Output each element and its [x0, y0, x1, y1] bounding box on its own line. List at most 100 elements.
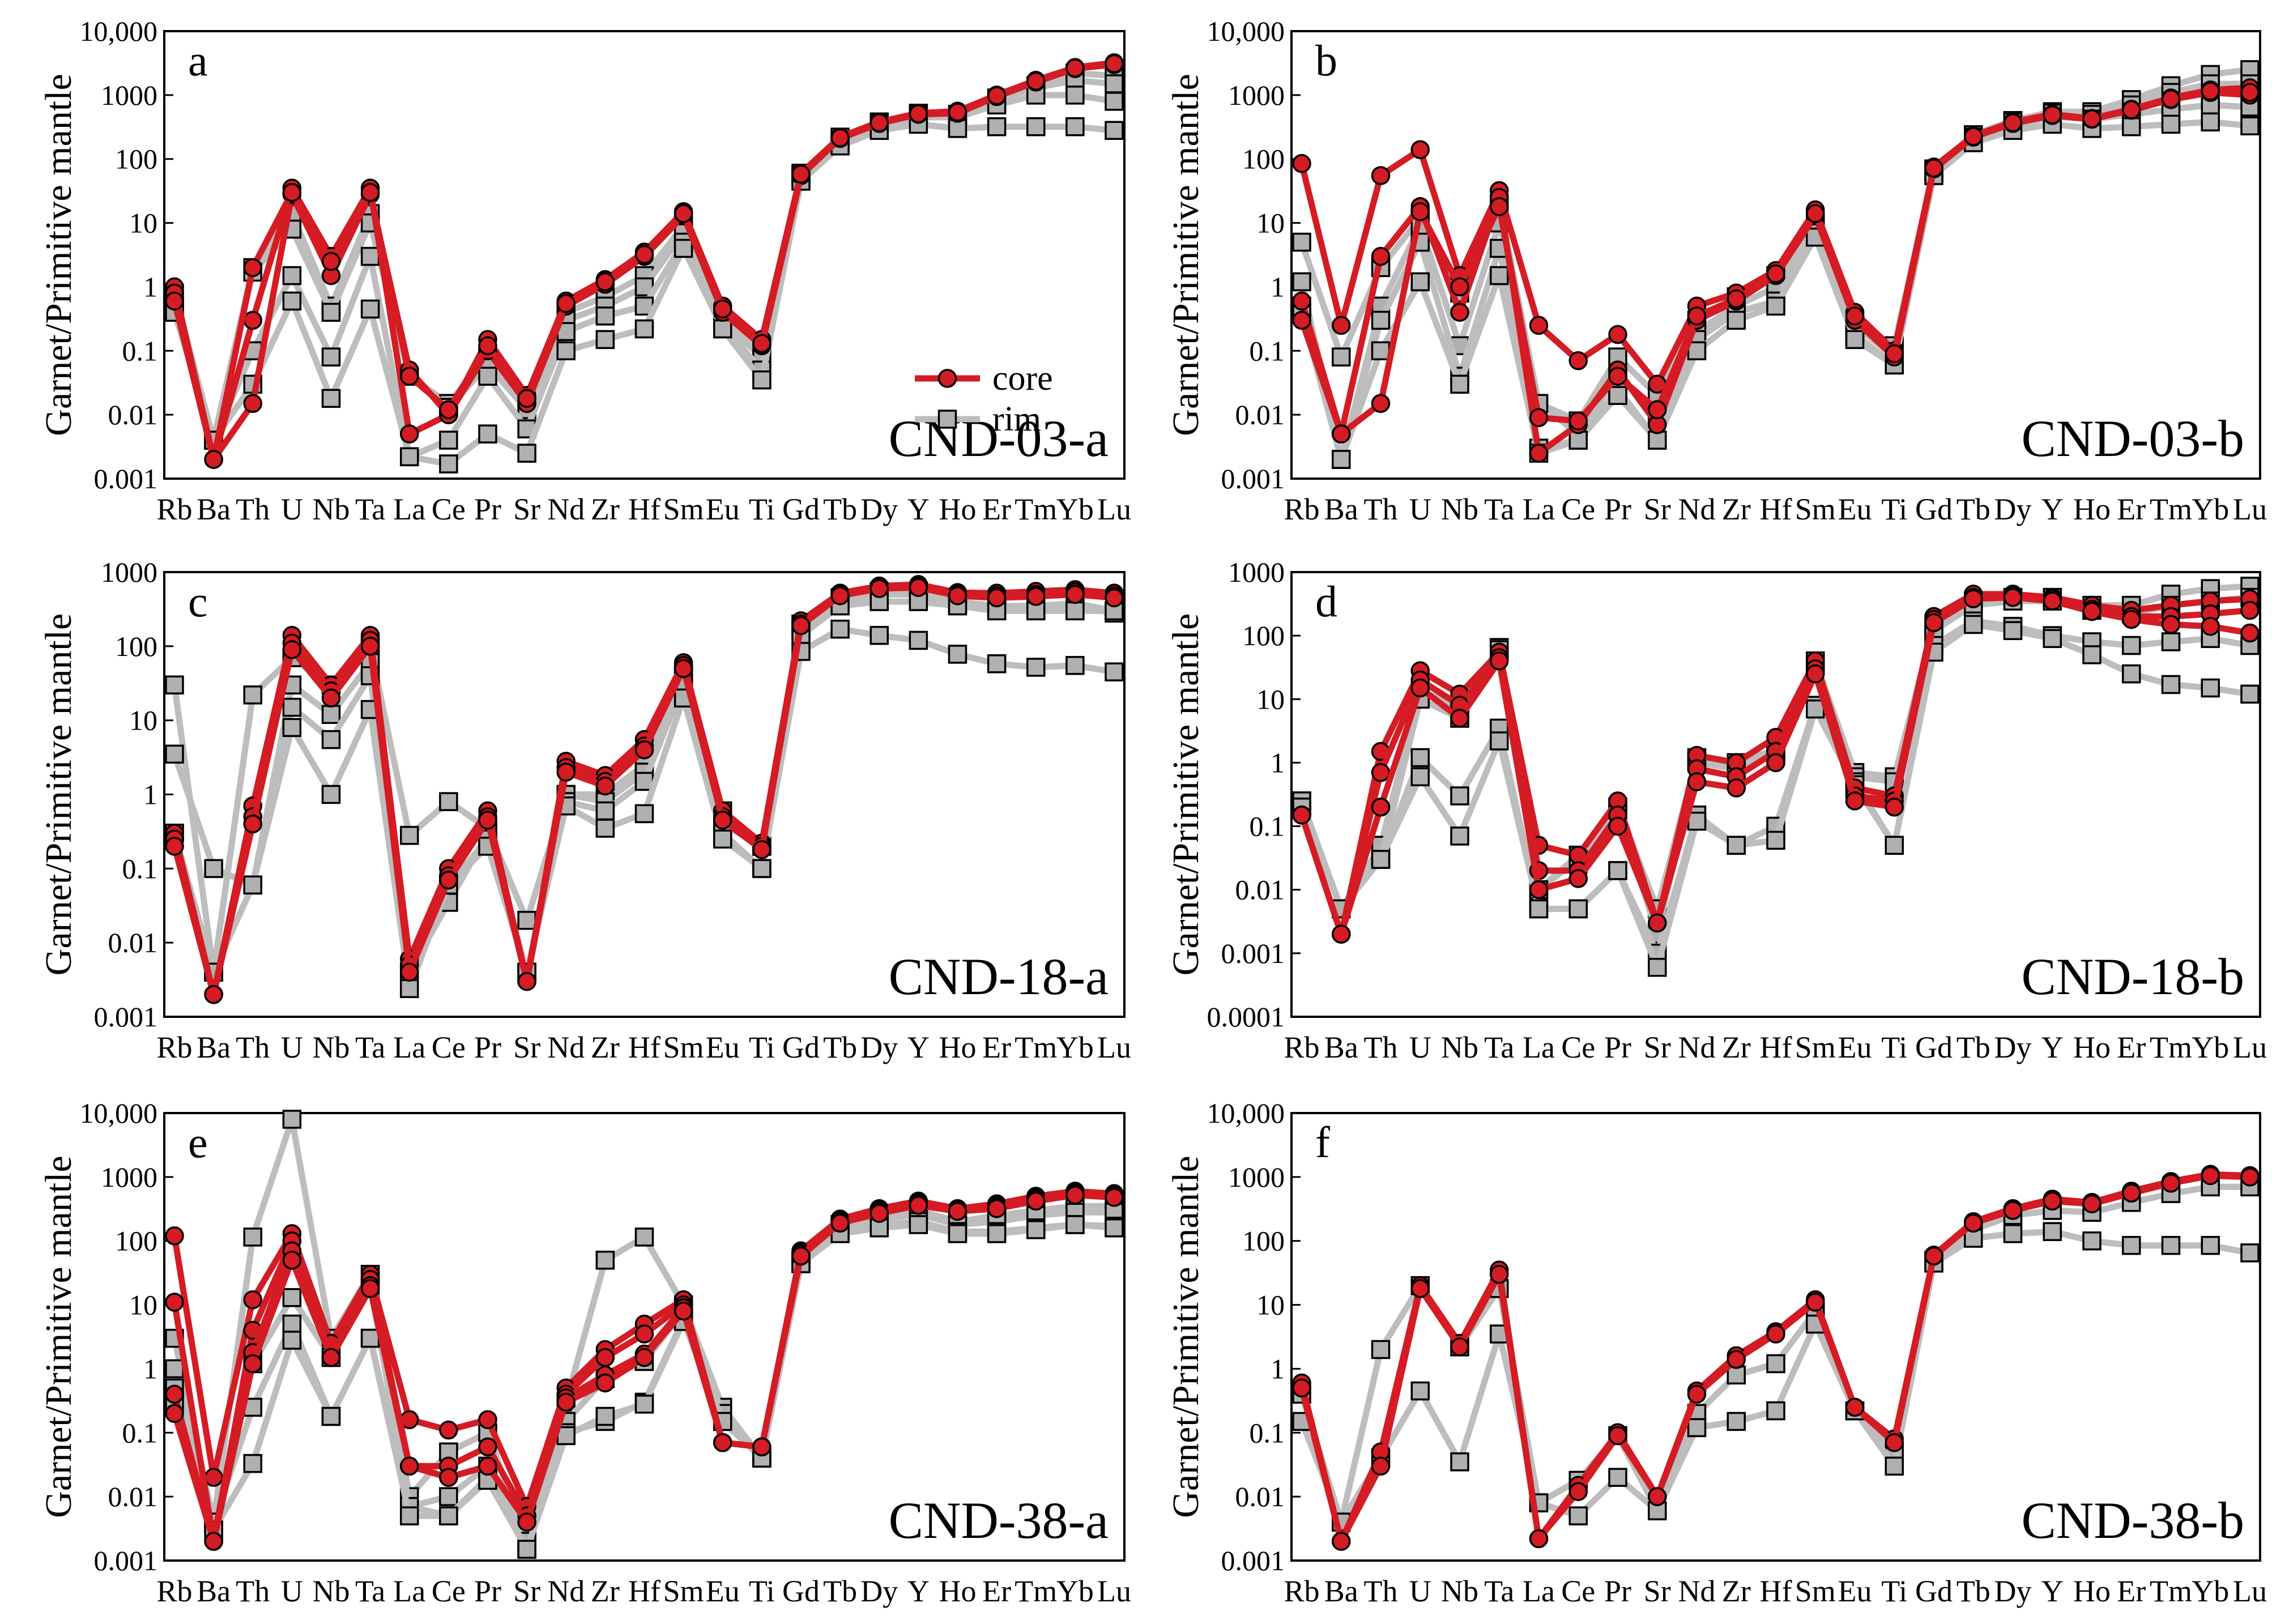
x-tick-label: Nb	[313, 492, 350, 526]
rim-point	[1885, 1456, 1904, 1476]
x-tick-label: Zr	[1722, 1030, 1751, 1064]
y-tick-label: 1	[143, 271, 157, 302]
core-point	[791, 616, 811, 636]
x-tick-label: Er	[982, 1574, 1011, 1608]
x-tick-label: Ho	[939, 1574, 977, 1608]
rim-point	[987, 1224, 1007, 1243]
x-tick-label: Pr	[1604, 1574, 1631, 1608]
x-tick-label: Tb	[1956, 1030, 1990, 1064]
rim-point	[282, 291, 302, 311]
rim-point	[1065, 1215, 1085, 1234]
core-point	[1371, 763, 1391, 782]
y-axis-label: Garnet/Primitive mantle	[1165, 613, 1207, 976]
core-point	[2201, 617, 2220, 636]
rim-point	[1727, 1412, 1746, 1431]
core-point	[400, 424, 419, 444]
core-point	[1964, 127, 1983, 146]
rim-point	[1568, 899, 1588, 919]
core-point	[439, 1420, 458, 1440]
x-tick-label: Nd	[547, 1030, 585, 1064]
core-point	[1490, 197, 1509, 216]
rim-point	[282, 266, 302, 285]
core-point	[1766, 264, 1785, 284]
core-point	[165, 1293, 184, 1312]
y-tick-label: 10,000	[1207, 1097, 1285, 1129]
core-point	[2122, 609, 2141, 629]
rim-point	[1885, 836, 1904, 855]
x-tick-label: Rb	[156, 1030, 192, 1064]
x-tick-label: Eu	[706, 1030, 740, 1064]
core-point	[2082, 1194, 2102, 1214]
x-tick-label: Lu	[1097, 1030, 1131, 1064]
rim-point	[1292, 232, 1311, 252]
core-point	[1065, 58, 1085, 78]
rim-point	[204, 859, 223, 879]
x-tick-label: Gd	[1915, 1574, 1953, 1608]
rim-point	[2240, 684, 2260, 704]
rim-point	[321, 389, 341, 408]
y-axis-label: Garnet/Primitive mantle	[1165, 1156, 1207, 1518]
x-tick-label: Ti	[749, 1030, 775, 1064]
x-tick-label: Nb	[313, 1030, 350, 1064]
core-point	[165, 837, 184, 856]
core-point	[1648, 913, 1667, 933]
rim-point	[243, 875, 262, 895]
core-line	[171, 584, 1115, 998]
rim-point	[909, 592, 928, 611]
rim-point	[713, 319, 732, 339]
y-tick-label: 1000	[101, 1161, 157, 1193]
panel-letter: f	[1315, 1118, 1330, 1167]
core-point	[634, 740, 654, 760]
panel-letter: b	[1315, 36, 1337, 85]
rim-point	[1105, 662, 1124, 681]
y-tick-label: 1	[1271, 1353, 1285, 1384]
x-tick-label: Dy	[860, 1030, 898, 1064]
rim-point	[1371, 341, 1391, 361]
core-point	[1608, 325, 1627, 344]
x-tick-label: Ce	[1561, 492, 1595, 526]
y-axis-label: Garnet/Primitive mantle	[1165, 74, 1207, 436]
rim-point	[2122, 664, 2141, 684]
core-point	[478, 1410, 497, 1429]
core-point	[634, 1324, 654, 1344]
y-tick-label: 10	[129, 207, 157, 239]
core-point	[1568, 1482, 1588, 1501]
x-tick-label: Ce	[432, 492, 466, 526]
core-point	[400, 962, 419, 982]
x-tick-label: Sm	[663, 1030, 704, 1064]
rim-point	[439, 430, 458, 450]
x-tick-label: Ti	[749, 492, 775, 526]
core-point	[1964, 589, 1983, 608]
x-tick-label: Y	[2041, 1574, 2064, 1608]
core-point	[2122, 1183, 2141, 1203]
core-point	[1687, 306, 1707, 326]
core-point	[909, 1196, 928, 1215]
rim-point	[282, 1110, 302, 1129]
y-tick-label: 0.1	[1250, 1417, 1285, 1448]
core-point	[2161, 1174, 2181, 1193]
x-tick-label: Pr	[474, 492, 501, 526]
x-tick-label: Nd	[1678, 1574, 1716, 1608]
y-tick-label: 1000	[1228, 556, 1285, 588]
core-point	[1450, 302, 1469, 322]
core-point	[1371, 798, 1391, 817]
x-tick-label: Yb	[1056, 492, 1094, 526]
core-point	[2122, 100, 2141, 120]
x-tick-label: La	[1523, 1574, 1555, 1608]
rim-point	[2003, 621, 2023, 641]
rim-point	[1687, 341, 1707, 361]
core-point	[1885, 1433, 1904, 1452]
core-point	[1806, 664, 1825, 684]
rim-point	[752, 370, 771, 390]
rim-point	[1450, 1452, 1469, 1472]
rim-point	[2161, 632, 2181, 651]
core-point	[2043, 105, 2062, 125]
x-tick-label: Ti	[749, 1574, 775, 1608]
rim-point	[2161, 675, 2181, 694]
rim-point	[243, 1453, 262, 1473]
rim-point	[713, 829, 732, 849]
x-tick-label: Sm	[663, 1574, 704, 1608]
x-tick-label: Gd	[1915, 492, 1953, 526]
y-tick-label: 0.001	[1221, 937, 1285, 969]
core-point	[1332, 1532, 1351, 1551]
